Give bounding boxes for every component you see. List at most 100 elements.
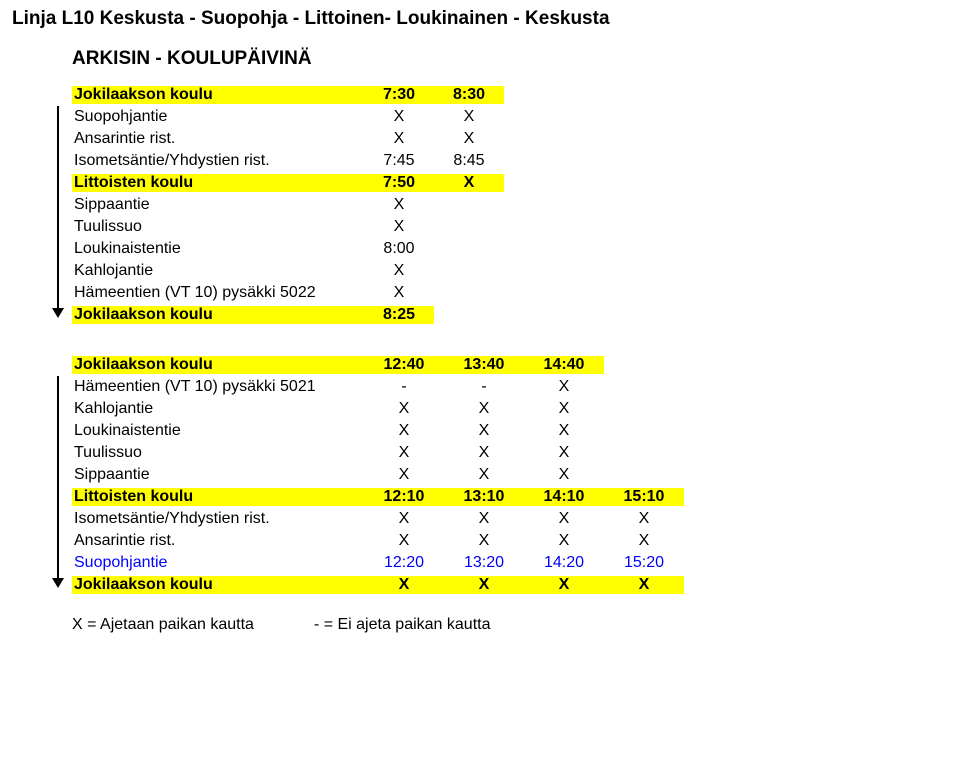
cell: 7:45 <box>364 152 434 170</box>
table-1: Jokilaakson koulu7:308:30SuopohjantieXXA… <box>72 84 948 326</box>
cell: 8:30 <box>434 86 504 104</box>
cell: 14:20 <box>524 554 604 572</box>
cell: X <box>364 196 434 214</box>
cell: X <box>444 466 524 484</box>
row-label: Loukinaistentie <box>72 240 364 258</box>
row-label: Jokilaakson koulu <box>72 306 364 324</box>
cell: X <box>604 576 684 594</box>
row-label: Kahlojantie <box>72 400 364 418</box>
row-label: Isometsäntie/Yhdystien rist. <box>72 510 364 528</box>
cell: 12:10 <box>364 488 444 506</box>
cell: X <box>444 444 524 462</box>
cell: X <box>364 576 444 594</box>
row-label: Littoisten koulu <box>72 174 364 192</box>
down-arrow-icon <box>50 376 66 588</box>
table-row: Hämeentien (VT 10) pysäkki 5022X <box>72 282 948 304</box>
table-row: Jokilaakson koulu8:25 <box>72 304 948 326</box>
table-row: Jokilaakson kouluXXXX <box>72 574 948 596</box>
cell: X <box>364 130 434 148</box>
row-label: Tuulissuo <box>72 444 364 462</box>
table-row: SippaantieXXX <box>72 464 948 486</box>
row-label: Sippaantie <box>72 196 364 214</box>
table-row: Littoisten koulu12:1013:1014:1015:10 <box>72 486 948 508</box>
table-row: Ansarintie rist.XXXX <box>72 530 948 552</box>
row-label: Jokilaakson koulu <box>72 576 364 594</box>
cell: X <box>524 532 604 550</box>
cell: 8:45 <box>434 152 504 170</box>
page-title: Linja L10 Keskusta - Suopohja - Littoine… <box>12 8 948 30</box>
table-row: TuulissuoXXX <box>72 442 948 464</box>
cell: X <box>364 218 434 236</box>
table-row: TuulissuoX <box>72 216 948 238</box>
row-label: Littoisten koulu <box>72 488 364 506</box>
cell: X <box>524 400 604 418</box>
table-row: SuopohjantieXX <box>72 106 948 128</box>
cell: X <box>444 422 524 440</box>
cell: - <box>444 378 524 396</box>
table-row: LoukinaistentieXXX <box>72 420 948 442</box>
cell: 12:40 <box>364 356 444 374</box>
cell: X <box>604 532 684 550</box>
cell: X <box>364 466 444 484</box>
cell: X <box>364 510 444 528</box>
row-label: Ansarintie rist. <box>72 532 364 550</box>
row-label: Loukinaistentie <box>72 422 364 440</box>
page-subtitle: ARKISIN - KOULUPÄIVINÄ <box>72 48 948 70</box>
table-row: SippaantieX <box>72 194 948 216</box>
cell: X <box>364 284 434 302</box>
cell: X <box>444 510 524 528</box>
row-label: Ansarintie rist. <box>72 130 364 148</box>
cell: 14:40 <box>524 356 604 374</box>
row-label: Isometsäntie/Yhdystien rist. <box>72 152 364 170</box>
row-label: Tuulissuo <box>72 218 364 236</box>
cell: 15:20 <box>604 554 684 572</box>
cell: 13:40 <box>444 356 524 374</box>
table-row: Suopohjantie12:2013:2014:2015:20 <box>72 552 948 574</box>
cell: X <box>364 444 444 462</box>
cell: X <box>524 444 604 462</box>
row-label: Kahlojantie <box>72 262 364 280</box>
cell: X <box>364 108 434 126</box>
table-row: Loukinaistentie8:00 <box>72 238 948 260</box>
cell: X <box>524 510 604 528</box>
table-row: Ansarintie rist.XX <box>72 128 948 150</box>
legend-x: X = Ajetaan paikan kautta <box>72 616 254 634</box>
row-label: Jokilaakson koulu <box>72 86 364 104</box>
cell: 8:25 <box>364 306 434 324</box>
cell: 15:10 <box>604 488 684 506</box>
cell: 8:00 <box>364 240 434 258</box>
cell: X <box>444 576 524 594</box>
cell: 7:30 <box>364 86 434 104</box>
cell: X <box>524 378 604 396</box>
cell: X <box>364 400 444 418</box>
row-label: Jokilaakson koulu <box>72 356 364 374</box>
cell: X <box>604 510 684 528</box>
row-label: Suopohjantie <box>72 108 364 126</box>
cell: 12:20 <box>364 554 444 572</box>
table-row: Jokilaakson koulu12:4013:4014:40 <box>72 354 948 376</box>
row-label: Hämeentien (VT 10) pysäkki 5021 <box>72 378 364 396</box>
down-arrow-icon <box>50 106 66 318</box>
table-2: Jokilaakson koulu12:4013:4014:40Hämeenti… <box>72 354 948 596</box>
cell: X <box>444 532 524 550</box>
cell: - <box>364 378 444 396</box>
cell: X <box>524 422 604 440</box>
table-row: Hämeentien (VT 10) pysäkki 5021--X <box>72 376 948 398</box>
cell: X <box>524 466 604 484</box>
legend: X = Ajetaan paikan kautta - = Ei ajeta p… <box>72 616 948 634</box>
table-row: KahlojantieXXX <box>72 398 948 420</box>
cell: 13:20 <box>444 554 524 572</box>
cell: 7:50 <box>364 174 434 192</box>
table-row: Isometsäntie/Yhdystien rist.XXXX <box>72 508 948 530</box>
legend-dash: - = Ei ajeta paikan kautta <box>314 616 491 634</box>
cell: X <box>364 532 444 550</box>
table-row: KahlojantieX <box>72 260 948 282</box>
cell: 13:10 <box>444 488 524 506</box>
table-row: Jokilaakson koulu7:308:30 <box>72 84 948 106</box>
row-label: Suopohjantie <box>72 554 364 572</box>
cell: X <box>434 130 504 148</box>
cell: X <box>434 108 504 126</box>
cell: X <box>524 576 604 594</box>
table-row: Isometsäntie/Yhdystien rist.7:458:45 <box>72 150 948 172</box>
cell: X <box>364 422 444 440</box>
